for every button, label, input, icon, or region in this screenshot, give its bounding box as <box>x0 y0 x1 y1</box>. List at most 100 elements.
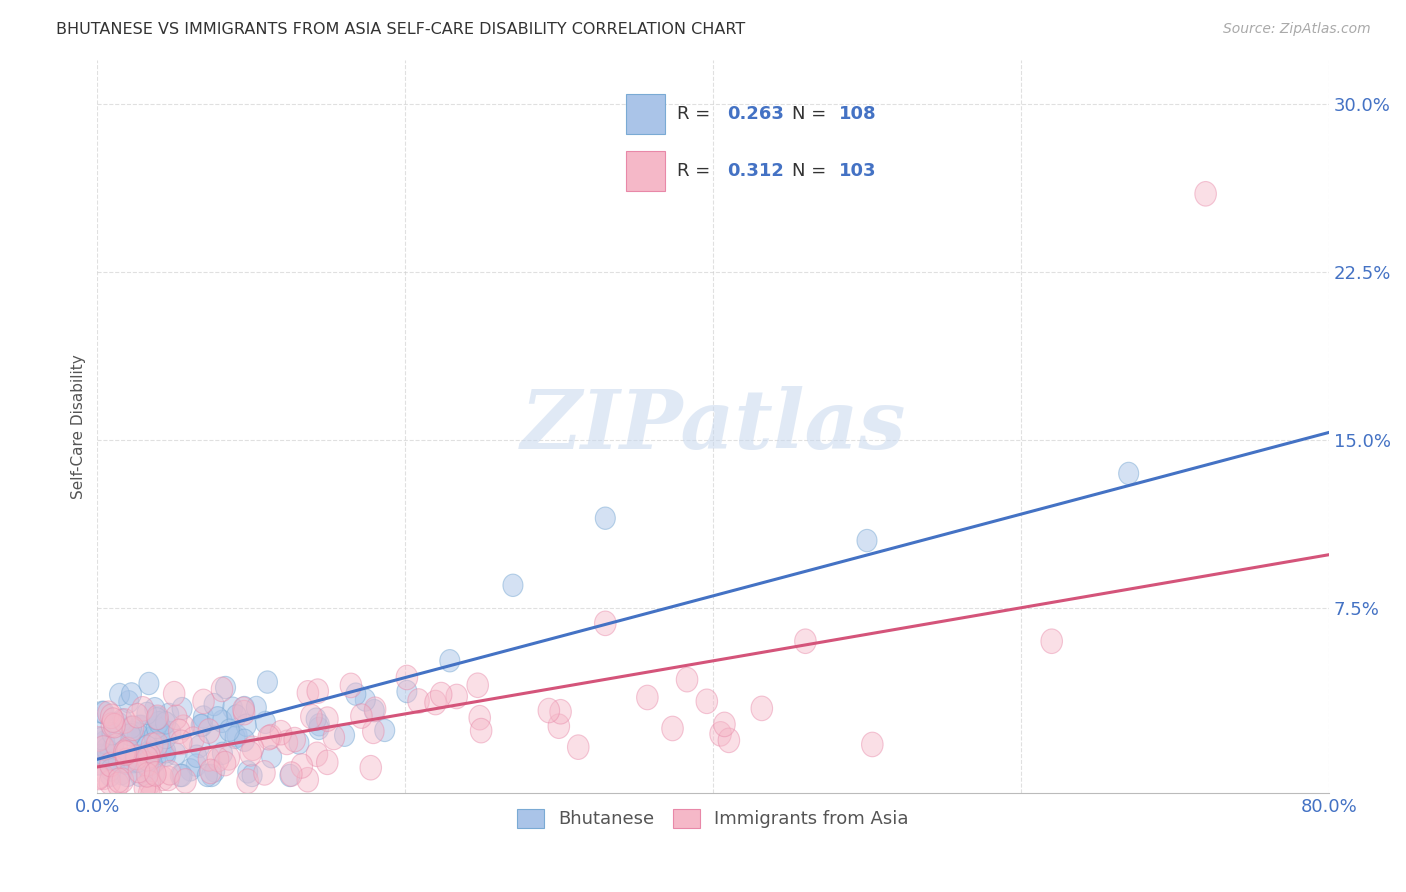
Ellipse shape <box>145 763 165 785</box>
Ellipse shape <box>307 679 329 704</box>
Ellipse shape <box>211 677 233 702</box>
Ellipse shape <box>316 750 337 774</box>
Ellipse shape <box>93 701 112 723</box>
Ellipse shape <box>170 764 190 787</box>
Ellipse shape <box>91 727 111 750</box>
Ellipse shape <box>718 728 740 753</box>
Ellipse shape <box>148 707 167 730</box>
Ellipse shape <box>163 681 186 706</box>
Ellipse shape <box>568 735 589 759</box>
Ellipse shape <box>143 741 163 764</box>
Ellipse shape <box>637 685 658 710</box>
Ellipse shape <box>136 763 157 788</box>
Ellipse shape <box>408 689 429 714</box>
Ellipse shape <box>170 730 193 755</box>
Ellipse shape <box>440 649 460 672</box>
Ellipse shape <box>297 767 319 792</box>
Ellipse shape <box>228 724 247 747</box>
Ellipse shape <box>212 742 232 764</box>
Ellipse shape <box>110 683 129 706</box>
Ellipse shape <box>794 629 817 654</box>
Ellipse shape <box>538 698 560 723</box>
Ellipse shape <box>1040 629 1063 654</box>
Ellipse shape <box>136 747 159 771</box>
Ellipse shape <box>240 741 262 766</box>
Ellipse shape <box>143 725 165 747</box>
Ellipse shape <box>714 712 735 737</box>
Ellipse shape <box>503 574 523 597</box>
Ellipse shape <box>121 716 142 739</box>
Ellipse shape <box>316 706 339 731</box>
Ellipse shape <box>89 727 110 751</box>
Ellipse shape <box>139 758 159 780</box>
Ellipse shape <box>115 741 136 765</box>
Ellipse shape <box>100 704 122 729</box>
Ellipse shape <box>136 702 157 724</box>
Ellipse shape <box>128 723 148 745</box>
Ellipse shape <box>156 712 176 734</box>
Ellipse shape <box>118 690 139 713</box>
Ellipse shape <box>219 719 239 741</box>
Ellipse shape <box>160 722 181 744</box>
Ellipse shape <box>141 783 162 808</box>
Ellipse shape <box>233 700 254 725</box>
Ellipse shape <box>139 743 160 768</box>
Ellipse shape <box>253 761 276 785</box>
Ellipse shape <box>364 697 385 722</box>
Ellipse shape <box>191 714 211 737</box>
Ellipse shape <box>100 764 121 787</box>
Ellipse shape <box>131 764 150 787</box>
Ellipse shape <box>97 701 120 725</box>
Ellipse shape <box>1119 462 1139 484</box>
Ellipse shape <box>129 715 149 738</box>
Ellipse shape <box>197 764 218 787</box>
Ellipse shape <box>281 762 302 787</box>
Ellipse shape <box>236 714 256 737</box>
Ellipse shape <box>1195 181 1216 206</box>
Ellipse shape <box>105 748 125 771</box>
Ellipse shape <box>94 746 114 768</box>
Ellipse shape <box>172 698 193 720</box>
Ellipse shape <box>186 754 207 776</box>
Ellipse shape <box>132 715 152 738</box>
Ellipse shape <box>115 748 136 772</box>
Ellipse shape <box>93 736 114 760</box>
Ellipse shape <box>108 768 129 793</box>
Text: Source: ZipAtlas.com: Source: ZipAtlas.com <box>1223 22 1371 37</box>
Ellipse shape <box>122 721 142 743</box>
Ellipse shape <box>134 775 156 800</box>
Ellipse shape <box>222 697 243 719</box>
Ellipse shape <box>260 724 281 749</box>
Ellipse shape <box>262 746 281 768</box>
Legend: Bhutanese, Immigrants from Asia: Bhutanese, Immigrants from Asia <box>510 802 917 836</box>
Ellipse shape <box>467 673 488 698</box>
Ellipse shape <box>139 673 159 695</box>
Ellipse shape <box>111 763 132 785</box>
Ellipse shape <box>212 710 232 732</box>
Ellipse shape <box>141 746 160 768</box>
Ellipse shape <box>94 731 115 753</box>
Ellipse shape <box>128 750 148 772</box>
Ellipse shape <box>309 717 329 739</box>
Ellipse shape <box>425 690 446 714</box>
Ellipse shape <box>710 722 731 747</box>
Ellipse shape <box>284 727 305 752</box>
Ellipse shape <box>280 764 299 787</box>
Ellipse shape <box>124 750 143 772</box>
Ellipse shape <box>193 714 212 737</box>
Ellipse shape <box>356 689 375 711</box>
Ellipse shape <box>138 781 160 805</box>
Ellipse shape <box>146 716 166 739</box>
Ellipse shape <box>127 750 146 772</box>
Ellipse shape <box>112 768 134 793</box>
Ellipse shape <box>112 709 132 731</box>
Ellipse shape <box>159 703 179 725</box>
Ellipse shape <box>121 723 141 746</box>
Ellipse shape <box>117 764 138 787</box>
Ellipse shape <box>145 698 165 720</box>
Ellipse shape <box>214 751 236 776</box>
Ellipse shape <box>346 683 366 706</box>
Ellipse shape <box>103 708 124 732</box>
Ellipse shape <box>104 732 124 755</box>
Ellipse shape <box>114 740 135 764</box>
